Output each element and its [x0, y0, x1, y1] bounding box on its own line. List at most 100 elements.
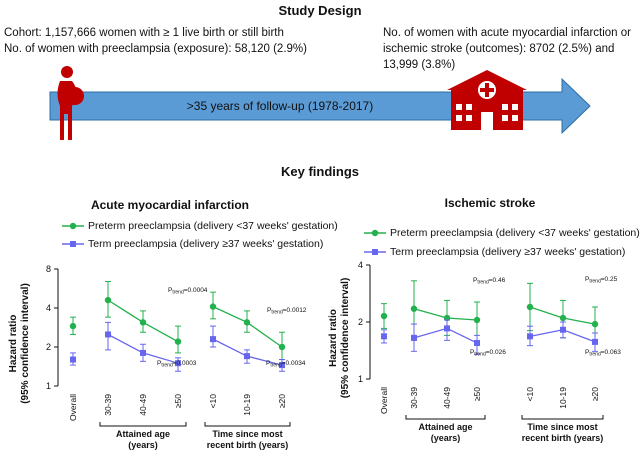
x-tick-label: 10-19: [242, 394, 252, 416]
preterm-point: [174, 338, 182, 345]
p-trend-term-age: Ptrend=0.026: [470, 349, 506, 358]
p-value: =0.026: [486, 349, 506, 356]
p-subscript: trend: [270, 363, 282, 369]
legend-item-term: Term preeclampsia (delivery ≥37 weeks' g…: [62, 238, 323, 250]
timeline-label: >35 years of follow-up (1978-2017): [187, 99, 373, 113]
x-tick-label: 40-49: [442, 387, 452, 409]
y-tick-label: 4: [46, 303, 51, 313]
cohort-description: Cohort: 1,157,666 women with ≥ 1 live bi…: [4, 25, 307, 57]
x-tick-label: ≥20: [590, 387, 600, 401]
p-trend-preterm-age: Ptrend=0.46: [473, 277, 506, 286]
term-point: [381, 333, 387, 340]
term-point: [474, 339, 480, 346]
term-point: [560, 326, 566, 333]
term-point: [592, 338, 598, 345]
x-tick-label: Overall: [68, 394, 78, 421]
x-tick-label: Overall: [379, 387, 389, 414]
y-tick-label: 1: [358, 374, 363, 384]
group-label: Time since most: [527, 422, 597, 432]
preterm-point: [380, 312, 388, 320]
panel-title-ami: Acute myocardial infarction: [90, 198, 250, 212]
preterm-point: [69, 322, 77, 330]
y-axis-label: Hazard ratio: [8, 315, 19, 373]
legend-item-term: Term preeclampsia (delivery ≥37 weeks' g…: [364, 246, 625, 258]
x-tick-label: ≥20: [277, 394, 287, 408]
p-value: =0.0004: [184, 287, 208, 294]
group-label: recent birth (years): [522, 433, 604, 443]
group-bracket: [405, 415, 486, 420]
p-trend-term-age: Ptrend=0.0003: [157, 360, 197, 369]
group-label: Attained age: [418, 422, 472, 432]
p-subscript: trend: [474, 352, 486, 358]
y-tick-label: 2: [46, 342, 51, 352]
p-value: =0.063: [601, 349, 621, 356]
legend-marker-preterm: [62, 222, 84, 230]
chart-stroke: 1 2 4 Hazard ratio (95% confidence interval)…: [328, 260, 621, 443]
term-point: [279, 362, 285, 369]
x-tick-label: <10: [208, 394, 218, 409]
preterm-point: [559, 314, 567, 322]
p-symbol: P: [168, 287, 172, 294]
preterm-point: [526, 303, 534, 311]
term-point: [210, 336, 216, 343]
term-point: [444, 325, 450, 332]
legend-marker-preterm: [364, 229, 386, 237]
p-value: =0.46: [489, 277, 506, 284]
cohort-line: Cohort: 1,157,666 women with ≥ 1 live bi…: [4, 27, 284, 39]
preterm-point: [104, 296, 112, 304]
term-point: [527, 333, 533, 340]
p-value: =0.0003: [173, 360, 197, 367]
p-symbol: P: [157, 360, 161, 367]
y-tick-label: 8: [46, 264, 51, 274]
legend-item-preterm: Preterm preeclampsia (delivery <37 weeks…: [364, 227, 640, 239]
y-axis-label: (95% confidence interval): [20, 283, 31, 404]
x-tick-label: 30-39: [103, 394, 113, 416]
preterm-point: [591, 320, 599, 328]
p-symbol: P: [470, 349, 474, 356]
group-bracket: [99, 422, 187, 427]
legend-label-preterm: Preterm preeclampsia (delivery <37 weeks…: [88, 220, 338, 232]
term-point: [175, 360, 181, 367]
key-findings-title: Key findings: [280, 164, 359, 179]
term-point: [244, 353, 250, 360]
group-label: (years): [431, 433, 461, 443]
x-tick-label: ≥50: [472, 387, 482, 401]
p-value: =0.25: [601, 276, 618, 283]
p-subscript: trend: [271, 310, 283, 316]
p-subscript: trend: [589, 279, 601, 285]
legend-label-term: Term preeclampsia (delivery ≥37 weeks' g…: [390, 246, 626, 258]
legend-item-preterm: Preterm preeclampsia (delivery <37 weeks…: [62, 220, 338, 232]
preterm-point: [243, 319, 251, 326]
preterm-point: [410, 305, 418, 312]
timeline-graphic: >35 years of follow-up (1978-2017): [49, 66, 591, 140]
x-tick-label: ≥50: [173, 394, 183, 408]
term-point: [140, 349, 146, 356]
p-symbol: P: [266, 360, 270, 367]
panel-title-stroke: Ischemic stroke: [444, 196, 536, 210]
preterm-point: [209, 303, 217, 310]
preterm-point: [278, 343, 286, 351]
p-subscript: trend: [161, 363, 173, 369]
y-axis-label: Hazard ratio: [328, 309, 339, 367]
chart-ami: 1 2 4 8 Hazard ratio (95% confidence interval…: [8, 264, 307, 450]
p-symbol: P: [585, 349, 589, 356]
legend-label-term: Term preeclampsia (delivery ≥37 weeks' g…: [88, 238, 324, 250]
group-label: Time since most: [212, 429, 282, 439]
hospital-icon: [447, 70, 527, 130]
group-label: Attained age: [116, 429, 170, 439]
y-tick-label: 1: [46, 381, 51, 391]
exposure-line: No. of women with preeclampsia (exposure…: [4, 43, 307, 55]
p-subscript: trend: [589, 352, 601, 358]
p-trend-preterm-time: Ptrend=0.0012: [267, 307, 307, 316]
x-tick-label: 40-49: [138, 394, 148, 416]
term-point: [411, 334, 417, 341]
p-value: =0.0012: [283, 307, 307, 314]
p-symbol: P: [585, 276, 589, 283]
preterm-point: [139, 319, 147, 326]
p-trend-term-time: Ptrend=0.0034: [266, 360, 306, 369]
legend-label-preterm: Preterm preeclampsia (delivery <37 weeks…: [390, 227, 640, 239]
group-label: (years): [128, 440, 158, 450]
group-label: recent birth (years): [207, 440, 289, 450]
preterm-point: [473, 316, 481, 324]
legend-marker-term: [62, 241, 84, 247]
